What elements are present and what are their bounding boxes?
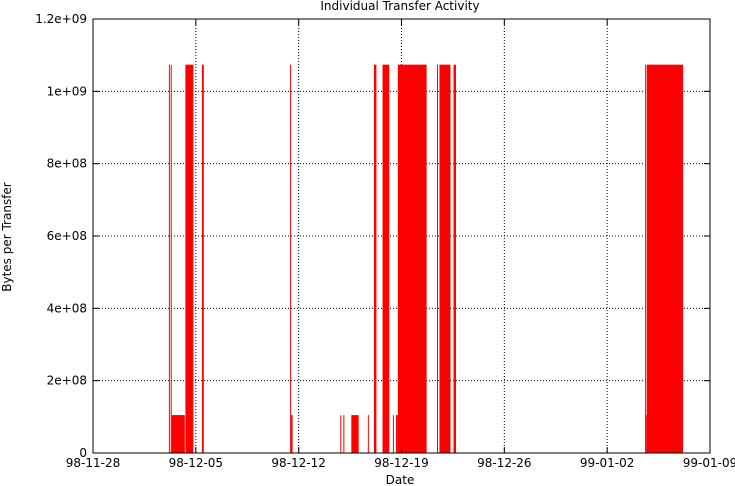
- x-tick-label: 98-12-19: [374, 456, 428, 470]
- y-tick-label: 1.2e+09: [35, 12, 87, 26]
- transfer-bar: [185, 64, 194, 453]
- chart-title: Individual Transfer Activity: [320, 0, 479, 13]
- x-tick-label: 99-01-02: [580, 456, 634, 470]
- x-axis-label: Date: [386, 473, 415, 486]
- transfer-bar: [291, 415, 293, 453]
- transfer-bar: [373, 64, 377, 453]
- transfer-bar: [168, 64, 170, 453]
- transfer-bar: [397, 64, 427, 453]
- y-axis-label: Bytes per Transfer: [0, 182, 14, 292]
- transfer-bar: [646, 415, 648, 453]
- y-tick-label: 1e+09: [47, 84, 87, 98]
- transfer-bar: [392, 415, 394, 453]
- transfer-bar: [646, 64, 684, 453]
- y-tick-label: 8e+08: [47, 157, 87, 171]
- transfer-bar: [351, 415, 359, 453]
- transfer-bar: [367, 415, 369, 453]
- y-tick-label: 0: [79, 446, 87, 460]
- x-tick-label: 99-01-09: [683, 456, 735, 470]
- transfer-bar: [437, 64, 439, 453]
- transfer-bar: [171, 415, 185, 453]
- transfer-bar: [439, 64, 451, 453]
- x-tick-label: 98-12-12: [271, 456, 325, 470]
- y-tick-label: 6e+08: [47, 229, 87, 243]
- axis-ticks: 0 2e+08 4e+08 6e+08 8e+08 1e+09 1.2e+09 98-11-2…: [35, 12, 735, 470]
- y-tick-label: 2e+08: [47, 374, 87, 388]
- plot-frame: [92, 18, 711, 454]
- transfer-bar: [340, 415, 342, 453]
- x-tick-label: 98-12-26: [477, 456, 531, 470]
- transfer-bar: [395, 415, 398, 453]
- bars: [168, 64, 684, 453]
- x-tick-label: 98-12-05: [169, 456, 223, 470]
- x-tick-label: 98-11-28: [66, 456, 120, 470]
- y-tick-label: 4e+08: [47, 301, 87, 315]
- transfer-bar: [453, 64, 456, 453]
- transfer-bar: [201, 64, 204, 453]
- transfer-bar: [170, 64, 172, 453]
- transfer-bar: [343, 415, 345, 453]
- transfer-bar: [645, 64, 647, 453]
- transfer-bar: [290, 64, 292, 453]
- transfer-bar: [382, 64, 390, 453]
